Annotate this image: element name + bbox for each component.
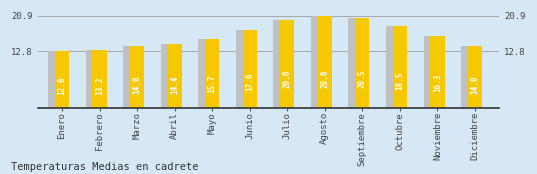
Text: 16.3: 16.3: [433, 74, 442, 92]
Bar: [236, 30, 243, 108]
Bar: [468, 46, 482, 108]
Text: 14.4: 14.4: [170, 75, 179, 94]
Text: 20.0: 20.0: [283, 70, 292, 89]
Bar: [55, 52, 69, 108]
Bar: [461, 46, 468, 108]
Bar: [48, 52, 55, 108]
Bar: [198, 39, 205, 108]
Bar: [161, 44, 168, 108]
Bar: [273, 20, 280, 108]
Text: 20.5: 20.5: [358, 69, 367, 88]
Bar: [386, 26, 393, 108]
Bar: [205, 39, 219, 108]
Bar: [130, 46, 144, 108]
Bar: [430, 36, 445, 108]
Bar: [393, 26, 407, 108]
Text: 20.9: 20.9: [320, 69, 329, 88]
Text: 18.5: 18.5: [395, 72, 404, 90]
Bar: [424, 36, 430, 108]
Bar: [168, 44, 182, 108]
Text: Temperaturas Medias en cadrete: Temperaturas Medias en cadrete: [11, 162, 198, 172]
Bar: [92, 50, 107, 108]
Bar: [355, 18, 369, 108]
Bar: [85, 50, 92, 108]
Bar: [123, 46, 130, 108]
Text: 14.0: 14.0: [470, 76, 480, 94]
Bar: [318, 16, 332, 108]
Bar: [311, 16, 318, 108]
Text: 17.6: 17.6: [245, 72, 254, 91]
Bar: [280, 20, 294, 108]
Text: 15.7: 15.7: [208, 74, 217, 93]
Bar: [349, 18, 355, 108]
Bar: [243, 30, 257, 108]
Text: 12.8: 12.8: [57, 77, 67, 96]
Text: 13.2: 13.2: [95, 77, 104, 95]
Text: 14.0: 14.0: [133, 76, 142, 94]
